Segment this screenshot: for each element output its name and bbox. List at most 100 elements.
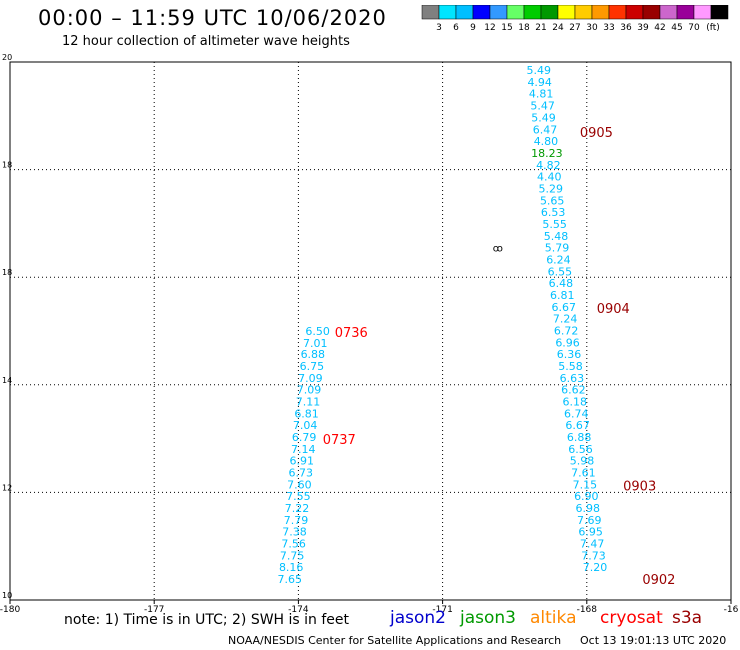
data-label: 6.81 [550, 289, 575, 302]
data-label: 7.79 [284, 514, 309, 527]
x-tick-label: -16 [724, 605, 739, 615]
data-label: 6.67 [551, 301, 576, 314]
x-tick-label: -174 [288, 605, 309, 615]
colorbar-label: 15 [501, 23, 512, 31]
colorbar-label: 36 [620, 23, 632, 31]
data-label: 7.20 [583, 561, 608, 574]
data-label: 4.80 [534, 135, 559, 148]
data-label: 7.14 [291, 443, 316, 456]
x-tick-label: -171 [432, 605, 452, 615]
legend-note: note: 1) Time is in UTC; 2) SWH is in fe… [64, 612, 350, 628]
colorbar-unit: (ft) [706, 23, 720, 31]
data-label: 5.49 [526, 64, 551, 77]
colorbar-label: 21 [535, 23, 546, 31]
colorbar-label: 24 [552, 23, 564, 31]
data-label: 6.96 [555, 336, 580, 349]
colorbar-label: 27 [569, 23, 580, 31]
x-tick-label: -177 [144, 605, 164, 615]
data-label: 6.48 [549, 277, 574, 290]
colorbar-label: 30 [586, 23, 598, 31]
satellite-s3a: s3a [672, 608, 703, 628]
data-label: 7.04 [293, 419, 318, 432]
data-label: 7.24 [553, 313, 578, 326]
y-tick-label: 12 [2, 483, 12, 492]
colorbar-label: 45 [671, 23, 682, 31]
data-label: 7.61 [571, 466, 596, 479]
data-label: 6.47 [533, 123, 558, 136]
data-label: 7.75 [280, 549, 305, 562]
data-label: 18.23 [531, 147, 563, 160]
time-label: 0736 [335, 326, 368, 341]
satellite-jason2: jason2 [390, 608, 446, 628]
data-label: 6.72 [554, 324, 579, 337]
colorbar-label: 33 [603, 23, 614, 31]
colorbar-label: 39 [637, 23, 649, 31]
data-label: 6.24 [546, 253, 571, 266]
color-scale-legend: 3 6 9 12 15 18 21 24 27 30 33 36 39 42 45 70 (ft) [421, 5, 729, 31]
data-label: 4.94 [527, 76, 552, 89]
data-label: 7.65 [277, 573, 302, 586]
time-label: 0902 [642, 573, 675, 588]
data-label: 6.18 [563, 395, 588, 408]
y-tick-label: 18 [2, 161, 12, 170]
data-label: 6.79 [292, 431, 317, 444]
data-label: 6.90 [574, 490, 599, 503]
data-label: 6.67 [565, 419, 590, 432]
colorbar-label: 9 [470, 23, 476, 31]
data-label: 5.98 [570, 455, 595, 468]
satellite-altika: altika [530, 608, 577, 628]
station-marker: ꝏ [493, 244, 503, 255]
x-tick-label: -168 [577, 605, 598, 615]
data-label: 4.81 [529, 88, 554, 101]
data-label: 6.73 [289, 466, 314, 479]
data-label: 7.09 [298, 372, 323, 385]
colorbar-label: 12 [484, 23, 495, 31]
time-label: 0904 [597, 302, 630, 317]
data-label: 6.88 [567, 431, 592, 444]
y-tick-label: 14 [2, 376, 12, 385]
data-label: 5.48 [544, 230, 569, 243]
colorbar-label: 6 [453, 23, 459, 31]
data-label: 5.47 [530, 100, 555, 113]
satellite-jason3: jason3 [460, 608, 516, 628]
data-label: 6.50 [305, 325, 330, 338]
data-label: 6.81 [294, 407, 319, 420]
y-tick-label: 20 [2, 53, 12, 62]
data-label: 8.16 [279, 561, 304, 574]
data-label: 5.29 [539, 182, 564, 195]
data-label: 7.47 [580, 538, 605, 551]
data-label: 7.01 [303, 337, 328, 350]
footer-timestamp: Oct 13 19:01:13 UTC 2020 [580, 634, 727, 647]
data-label: 6.91 [290, 455, 315, 468]
data-label: 6.75 [300, 360, 325, 373]
y-tick-label: 10 [2, 591, 12, 600]
data-label: 6.55 [548, 265, 573, 278]
chart-subtitle: 12 hour collection of altimeter wave hei… [62, 34, 350, 49]
data-label: 7.15 [573, 478, 598, 491]
colorbar-label: 70 [688, 23, 700, 31]
data-label: 7.56 [281, 538, 306, 551]
data-label: 7.60 [287, 478, 312, 491]
data-label: 4.82 [536, 159, 561, 172]
data-label: 6.36 [557, 348, 582, 361]
data-label: 6.63 [560, 372, 585, 385]
data-label: 5.65 [540, 194, 565, 207]
data-label: 5.79 [545, 242, 570, 255]
x-tick-label: -180 [0, 605, 20, 615]
colorbar-label: 18 [518, 23, 530, 31]
plot-frame [9, 61, 732, 601]
colorbar-swatch [710, 5, 729, 20]
colorbar-label: 3 [436, 23, 442, 31]
data-label: 7.73 [581, 549, 606, 562]
data-label: 5.49 [531, 111, 556, 124]
satellite-cryosat: cryosat [600, 608, 663, 628]
data-label: 7.55 [286, 490, 311, 503]
data-label: 6.62 [561, 384, 586, 397]
data-label: 6.53 [541, 206, 566, 219]
time-label: 0905 [580, 126, 613, 141]
data-label: 6.88 [301, 348, 326, 361]
chart-title: 00:00 – 11:59 UTC 10/06/2020 [38, 6, 387, 30]
data-label: 4.40 [537, 171, 562, 184]
data-label: 7.69 [577, 514, 602, 527]
